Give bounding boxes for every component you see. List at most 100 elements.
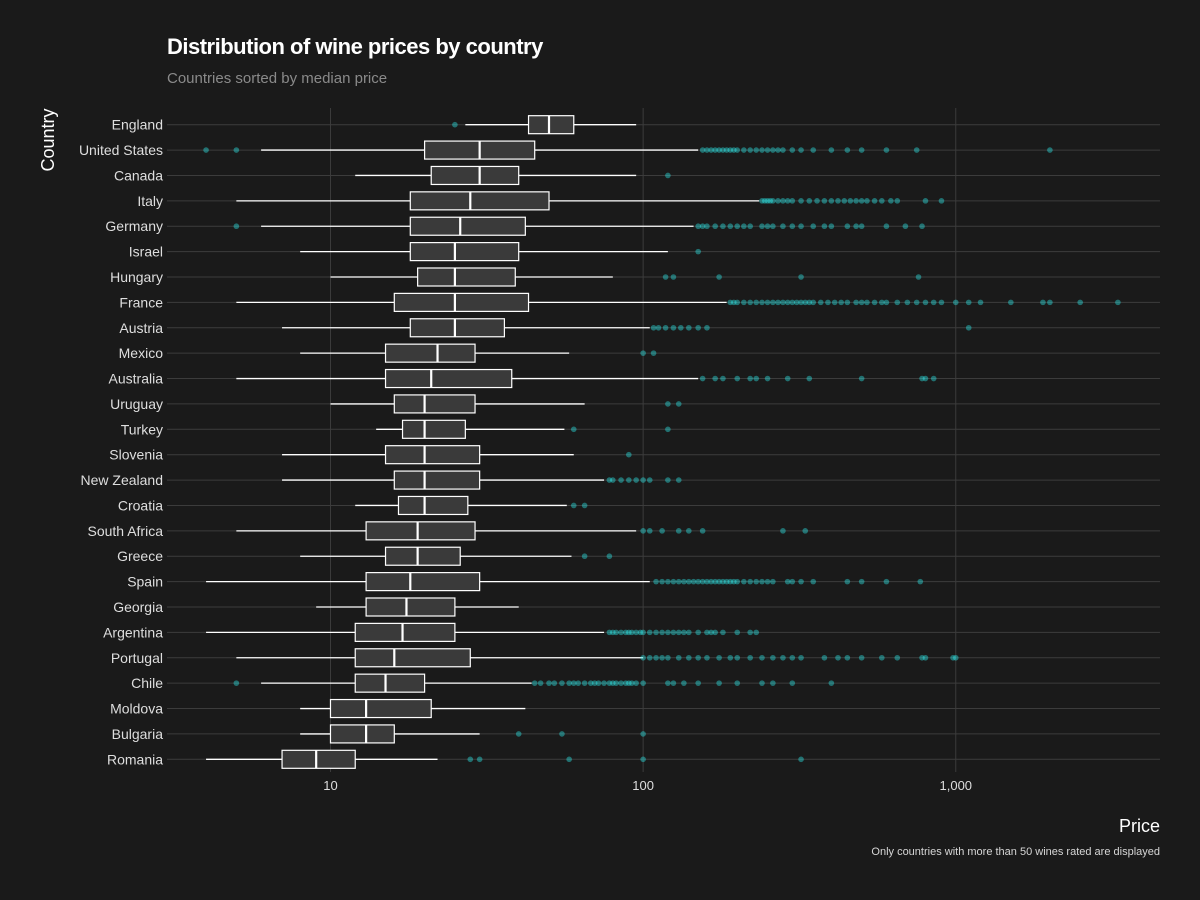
- outlier-point: [653, 654, 659, 661]
- outlier-point: [821, 654, 828, 661]
- outlier-point: [610, 629, 616, 636]
- y-tick-label: Italy: [137, 193, 163, 209]
- outlier-point: [233, 223, 240, 230]
- outlier-point: [747, 147, 753, 153]
- outlier-point: [930, 375, 937, 382]
- outlier-point: [723, 147, 730, 153]
- outlier-point: [835, 198, 841, 204]
- outlier-point: [610, 477, 616, 483]
- outlier-point: [659, 654, 665, 661]
- outlier-point: [764, 299, 771, 306]
- outlier-point: [734, 147, 741, 153]
- outlier-point: [675, 401, 682, 407]
- outlier-point: [858, 223, 865, 230]
- outlier-point: [203, 147, 209, 153]
- outlier-point: [747, 629, 753, 636]
- box: [365, 521, 476, 541]
- outlier-point: [626, 680, 632, 686]
- outlier-point: [606, 477, 613, 483]
- outlier-point: [789, 223, 796, 230]
- outlier-point: [581, 502, 588, 509]
- outlier-point: [759, 578, 765, 585]
- outlier-point: [798, 299, 804, 306]
- outlier-point: [847, 198, 854, 204]
- outlier-point: [618, 680, 624, 686]
- y-tick-label: England: [112, 117, 163, 133]
- outlier-point: [233, 147, 240, 153]
- box: [401, 419, 466, 439]
- outlier-point: [686, 528, 692, 534]
- outlier-point: [864, 198, 870, 204]
- outlier-point: [1047, 299, 1053, 306]
- outlier-point: [646, 654, 653, 661]
- outlier-point: [734, 654, 741, 661]
- outlier-point: [780, 528, 786, 534]
- outlier-point: [853, 223, 859, 230]
- outlier-point: [817, 299, 824, 306]
- outlier-point: [810, 299, 817, 306]
- outlier-point: [858, 198, 865, 204]
- outlier-point: [759, 198, 765, 204]
- outlier-point: [653, 629, 659, 636]
- outlier-point: [681, 578, 687, 585]
- outlier-point: [798, 147, 804, 153]
- outlier-point: [789, 578, 796, 585]
- outlier-point: [770, 654, 776, 661]
- box: [397, 495, 469, 516]
- outlier-point: [659, 629, 665, 636]
- outlier-point: [950, 654, 956, 661]
- outlier-point: [731, 578, 737, 585]
- box: [329, 724, 395, 744]
- outlier-point: [775, 299, 781, 306]
- outlier-point: [798, 654, 804, 661]
- y-tick-label: United States: [79, 142, 163, 158]
- tick-layer: 10 100 1,000 England United States Canada Ital…: [79, 117, 972, 793]
- box: [329, 698, 432, 719]
- outlier-point: [704, 223, 710, 230]
- outlier-point: [828, 147, 835, 153]
- outlier-point: [629, 629, 635, 636]
- outlier-point: [871, 299, 878, 306]
- outlier-point: [835, 654, 841, 661]
- outlier-point: [753, 147, 760, 153]
- outlier-point: [708, 147, 714, 153]
- outlier-point: [775, 198, 781, 204]
- outlier-point: [626, 477, 632, 483]
- outlier-point: [922, 654, 929, 661]
- outlier-point: [810, 578, 817, 585]
- outlier-point: [879, 654, 885, 661]
- box: [409, 318, 506, 338]
- outlier-point: [814, 198, 820, 204]
- outlier-point: [977, 299, 984, 306]
- outlier-point: [546, 680, 552, 686]
- box: [409, 216, 526, 236]
- chart-title: Distribution of wine prices by country: [167, 34, 543, 59]
- outlier-point: [938, 198, 945, 204]
- outlier-point: [828, 680, 835, 686]
- outlier-point: [793, 299, 800, 306]
- y-tick-label: Spain: [127, 574, 163, 590]
- box: [409, 191, 550, 211]
- outlier-point: [798, 756, 804, 763]
- outlier-point: [734, 223, 741, 230]
- outlier-point: [601, 680, 607, 686]
- outlier-point: [640, 731, 646, 737]
- outlier-point: [699, 528, 706, 534]
- outlier-point: [595, 680, 602, 686]
- outlier-point: [704, 578, 710, 585]
- outlier-point: [753, 629, 760, 636]
- box: [527, 115, 575, 135]
- outlier-point: [770, 198, 776, 204]
- outlier-point: [659, 528, 665, 534]
- outlier-point: [828, 198, 835, 204]
- outlier-point: [858, 375, 865, 382]
- box: [393, 292, 530, 312]
- outlier-point: [716, 274, 722, 280]
- outlier-point: [770, 223, 776, 230]
- outlier-point: [659, 578, 665, 585]
- outlier-point: [695, 654, 701, 661]
- outlier-point: [591, 680, 598, 686]
- outlier-point: [844, 299, 851, 306]
- y-tick-label: Greece: [117, 548, 163, 564]
- outlier-point: [747, 654, 753, 661]
